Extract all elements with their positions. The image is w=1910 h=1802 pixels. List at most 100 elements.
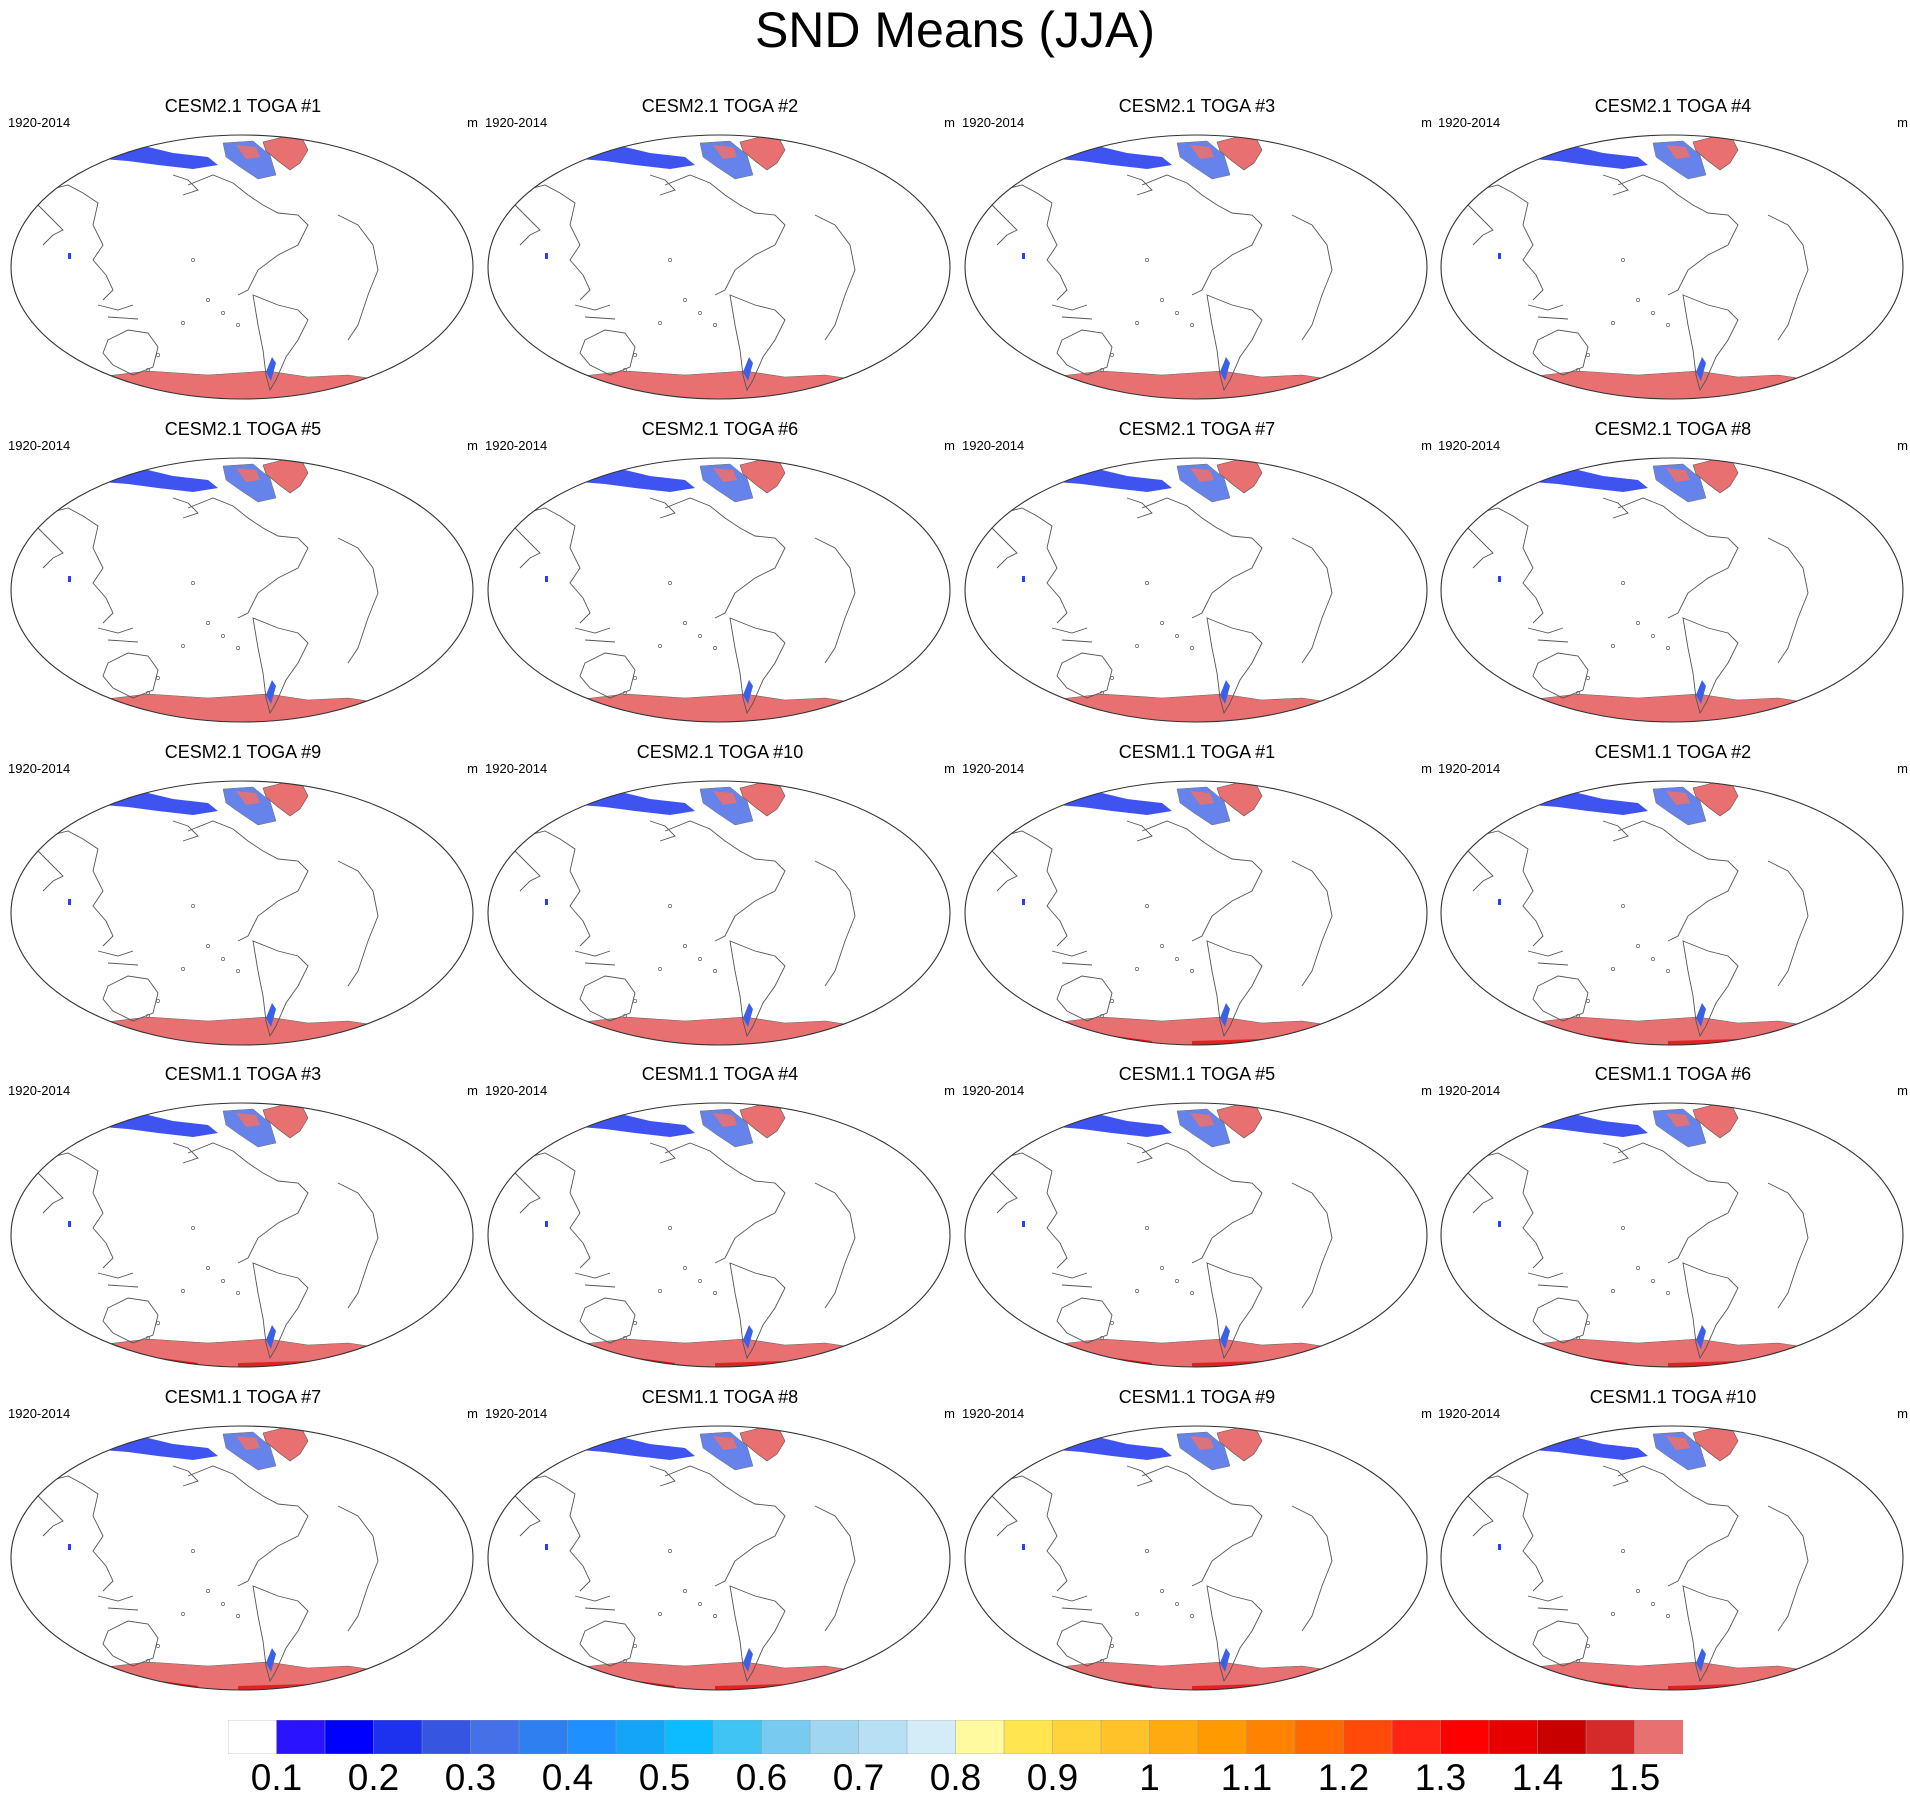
map-border bbox=[487, 1102, 951, 1368]
island bbox=[1175, 311, 1179, 315]
island bbox=[1110, 999, 1114, 1003]
coastline bbox=[172, 497, 199, 519]
coastline bbox=[579, 652, 636, 699]
island bbox=[713, 969, 717, 973]
colorbar-swatch bbox=[906, 1720, 957, 1754]
arctic-canada-deep-snow bbox=[236, 1113, 260, 1127]
panel-title: CESM1.1 TOGA #8 bbox=[641, 1387, 799, 1407]
andes-snow bbox=[266, 680, 276, 704]
island bbox=[1611, 644, 1615, 648]
island bbox=[1666, 646, 1670, 650]
arctic-canada-deep-snow bbox=[236, 1436, 260, 1450]
antarctica-snow bbox=[1447, 370, 1899, 399]
coastline bbox=[1291, 537, 1333, 664]
island bbox=[668, 581, 672, 585]
map-content bbox=[494, 459, 946, 722]
map-border bbox=[10, 780, 474, 1046]
panel-title: CESM1.1 TOGA #1 bbox=[1118, 742, 1276, 762]
antarctica-snow bbox=[1447, 1016, 1899, 1045]
coastline bbox=[252, 940, 309, 1038]
coastline bbox=[814, 1505, 856, 1632]
island bbox=[713, 646, 717, 650]
map-panel: CESM1.1 TOGA #6 1920-2014 m bbox=[1438, 1063, 1908, 1373]
island bbox=[156, 1321, 160, 1325]
coastline bbox=[252, 294, 309, 392]
coastline bbox=[1682, 294, 1739, 392]
coastline bbox=[1602, 1142, 1629, 1164]
coastline bbox=[1051, 304, 1093, 320]
andes-snow bbox=[1696, 1648, 1706, 1672]
siberia-snow bbox=[1052, 470, 1172, 492]
island bbox=[1145, 1549, 1149, 1553]
island bbox=[1160, 944, 1164, 948]
siberia-snow bbox=[575, 1115, 695, 1137]
coastline bbox=[729, 1262, 786, 1360]
island bbox=[1175, 1279, 1179, 1283]
map-border bbox=[10, 134, 474, 400]
siberia-snow bbox=[1528, 1438, 1648, 1460]
map-panel: CESM1.1 TOGA #9 1920-2014 m bbox=[962, 1386, 1432, 1696]
figure-title: SND Means (JJA) bbox=[754, 2, 1156, 58]
island bbox=[221, 634, 225, 638]
coastline bbox=[729, 1585, 786, 1683]
andes-snow bbox=[1696, 1003, 1706, 1027]
coastline bbox=[187, 1142, 309, 1264]
units-label: m bbox=[1897, 1083, 1908, 1098]
andes-snow bbox=[1220, 1003, 1230, 1027]
colorbar-swatch bbox=[1052, 1720, 1102, 1754]
period-label: 1920-2014 bbox=[8, 1406, 71, 1421]
island bbox=[1145, 904, 1149, 908]
coastline bbox=[649, 1142, 676, 1164]
map-content bbox=[494, 136, 946, 399]
coastline bbox=[1682, 617, 1739, 715]
island bbox=[206, 944, 210, 948]
colorbar-swatch bbox=[615, 1720, 666, 1754]
coastline bbox=[524, 830, 591, 947]
arctic-canada-deep-snow bbox=[713, 145, 737, 159]
arctic-canada-snow bbox=[699, 140, 754, 180]
map-content bbox=[17, 459, 469, 722]
island bbox=[1100, 1336, 1104, 1340]
coastline bbox=[1126, 820, 1153, 842]
arctic-canada-deep-snow bbox=[713, 468, 737, 482]
andes-snow bbox=[1220, 357, 1230, 381]
colorbar-swatch bbox=[1440, 1720, 1490, 1754]
map-border bbox=[1440, 1102, 1904, 1368]
island bbox=[1190, 969, 1194, 973]
map-svg bbox=[1440, 1425, 1904, 1691]
map-svg bbox=[1440, 1102, 1904, 1368]
units-label: m bbox=[1897, 1406, 1908, 1421]
map-border bbox=[487, 457, 951, 723]
andes-snow bbox=[266, 1648, 276, 1672]
coastline bbox=[514, 1495, 541, 1537]
andes-snow bbox=[743, 1325, 753, 1349]
map-content bbox=[17, 1427, 469, 1690]
island bbox=[1611, 1289, 1615, 1293]
tibet-snow bbox=[1022, 1544, 1025, 1550]
island bbox=[683, 1266, 687, 1270]
island bbox=[1611, 1612, 1615, 1616]
colorbar-swatch bbox=[1003, 1720, 1054, 1754]
island bbox=[206, 1266, 210, 1270]
siberia-snow bbox=[1528, 793, 1648, 815]
period-label: 1920-2014 bbox=[962, 438, 1025, 453]
island bbox=[1576, 1014, 1580, 1018]
coastline bbox=[814, 860, 856, 987]
island bbox=[668, 258, 672, 262]
island bbox=[236, 969, 240, 973]
map-svg bbox=[10, 457, 474, 723]
map-border bbox=[1440, 1425, 1904, 1691]
island bbox=[206, 298, 210, 302]
map-panel: CESM1.1 TOGA #10 1920-2014 m bbox=[1438, 1386, 1908, 1696]
island bbox=[1100, 368, 1104, 372]
arctic-canada-snow bbox=[1652, 463, 1707, 503]
tibet-snow bbox=[1498, 576, 1501, 582]
island bbox=[1636, 621, 1640, 625]
coastline bbox=[664, 1142, 786, 1264]
map-border bbox=[487, 780, 951, 1046]
arctic-canada-deep-snow bbox=[1666, 1436, 1690, 1450]
island bbox=[1651, 311, 1655, 315]
period-label: 1920-2014 bbox=[962, 115, 1025, 130]
coastline bbox=[337, 537, 379, 664]
siberia-snow bbox=[1528, 147, 1648, 169]
